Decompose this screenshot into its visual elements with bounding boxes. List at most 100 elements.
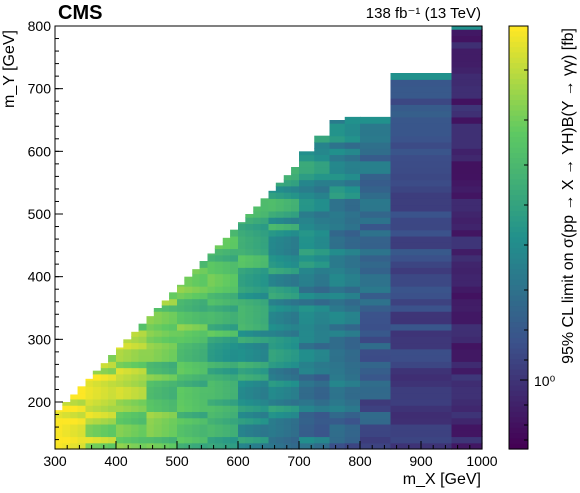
heatmap-cell [100, 398, 109, 406]
heatmap-cell [138, 348, 148, 356]
heatmap-cell [85, 417, 94, 425]
heatmap-cell [451, 442, 483, 450]
heatmap-cell [214, 329, 224, 337]
heatmap-cell [131, 342, 140, 350]
heatmap-cell [146, 436, 155, 444]
heatmap-cell [245, 261, 254, 268]
heatmap-cell [161, 355, 170, 362]
heatmap-cell [55, 410, 63, 412]
colorbar-segment [509, 221, 528, 228]
heatmap-cell [268, 417, 277, 425]
heatmap-cell [184, 423, 193, 431]
heatmap-cell [245, 292, 254, 300]
heatmap-cell [451, 167, 483, 174]
heatmap-cell [451, 273, 483, 281]
heatmap-cell [275, 423, 285, 431]
heatmap-cell [451, 54, 483, 62]
heatmap-cell [169, 436, 178, 444]
heatmap-cell [360, 116, 392, 124]
colorbar-segment [509, 68, 528, 75]
colorbar-segment [509, 152, 528, 159]
heatmap-cell [131, 386, 140, 394]
heatmap-cell [360, 135, 392, 143]
colorbar-segment [509, 422, 528, 429]
heatmap-cell [390, 405, 453, 412]
heatmap-cell [184, 311, 193, 318]
heatmap-cell [116, 347, 124, 350]
heatmap-cell [184, 361, 193, 369]
x-tick-label: 400 [104, 453, 128, 469]
colorbar-segment [509, 443, 528, 450]
heatmap-cell [360, 292, 392, 300]
heatmap-cell [275, 292, 285, 300]
heatmap-cell [329, 361, 346, 369]
heatmap-cell [390, 242, 453, 250]
heatmap-cell [253, 380, 262, 387]
heatmap-cell [344, 148, 361, 156]
heatmap-cell [344, 210, 361, 218]
heatmap-cell [260, 317, 270, 325]
heatmap-cell [451, 110, 483, 118]
heatmap-cell [177, 442, 185, 450]
heatmap-cell [329, 436, 346, 444]
heatmap-cell [344, 235, 361, 243]
heatmap-cell [214, 317, 224, 325]
heatmap-cell [344, 217, 361, 224]
heatmap-cell [344, 192, 361, 199]
heatmap-cell [268, 267, 277, 275]
heatmap-cell [268, 361, 277, 369]
heatmap-cell [260, 355, 270, 362]
heatmap-cell [230, 279, 239, 287]
heatmap-cell [238, 323, 246, 331]
colorbar-segment [509, 110, 528, 117]
heatmap-cell [344, 298, 361, 306]
colorbar-segment [509, 36, 528, 43]
heatmap-cell [230, 405, 239, 412]
heatmap-cell [451, 392, 483, 400]
heatmap-cell [314, 373, 331, 381]
heatmap-cell [245, 361, 254, 369]
heatmap-cell [100, 367, 109, 375]
heatmap-cell [192, 286, 201, 293]
heatmap-cell [275, 342, 285, 350]
heatmap-cell [390, 85, 453, 93]
heatmap-cell [100, 423, 109, 431]
heatmap-cell [360, 329, 392, 337]
heatmap-cell [390, 135, 453, 143]
heatmap-cell [238, 286, 246, 293]
heatmap-cell [360, 355, 392, 362]
heatmap-cell [222, 417, 231, 425]
colorbar-segment [509, 163, 528, 170]
heatmap-cell [275, 405, 285, 412]
heatmap-cell [116, 367, 124, 375]
heatmap-cell [238, 242, 246, 250]
heatmap-cell [299, 298, 315, 306]
heatmap-cell [390, 380, 453, 387]
heatmap-cell [344, 198, 361, 206]
heatmap-cell [291, 217, 300, 224]
heatmap-cell [451, 60, 483, 68]
heatmap-cell [344, 273, 361, 281]
heatmap-cell [360, 160, 392, 168]
colorbar-segment [509, 179, 528, 186]
heatmap-cell [260, 248, 270, 256]
heatmap-cell [283, 329, 292, 337]
heatmap-cell [222, 237, 231, 243]
heatmap-cell [207, 423, 216, 431]
heatmap-cell [207, 386, 216, 394]
heatmap-cell [291, 167, 300, 174]
heatmap-cell [245, 242, 254, 250]
heatmap-cell [275, 185, 285, 193]
heatmap-cell [184, 405, 193, 412]
heatmap-cell [70, 417, 79, 425]
heatmap-cell [146, 355, 155, 362]
x-tick-label: 1000 [466, 453, 497, 469]
heatmap-cell [238, 423, 246, 431]
heatmap-cell [146, 348, 155, 356]
heatmap-cell [245, 348, 254, 356]
colorbar-segment [509, 327, 528, 334]
heatmap-cell [314, 329, 331, 337]
heatmap-cell [329, 355, 346, 362]
heatmap-cell [268, 342, 277, 350]
heatmap-cell [329, 129, 346, 137]
